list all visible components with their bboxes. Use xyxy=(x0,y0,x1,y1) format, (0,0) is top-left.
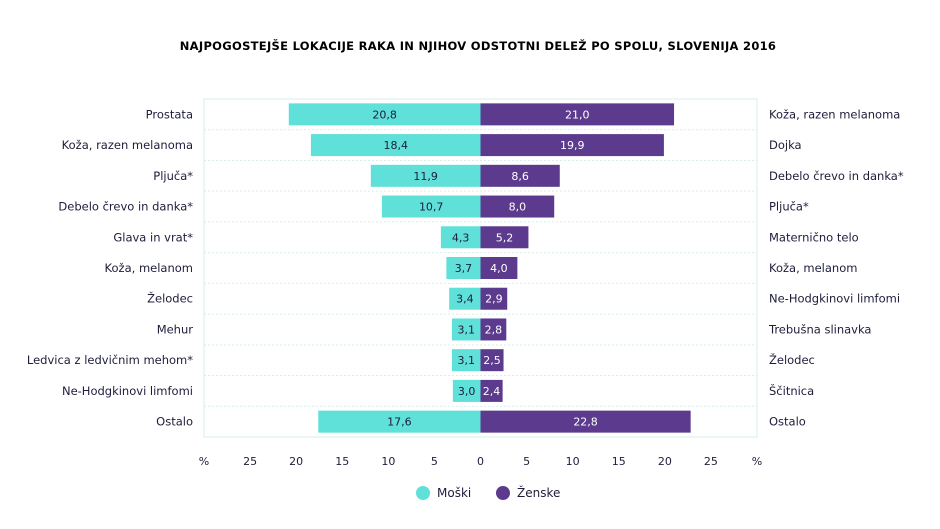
category-label-men: Ostalo xyxy=(156,415,193,429)
data-label-women: 2,8 xyxy=(485,323,503,336)
x-tick-label: 25 xyxy=(243,455,257,468)
bar-women xyxy=(480,410,691,433)
bar-women xyxy=(480,379,503,402)
x-axis-unit-right: % xyxy=(752,455,762,468)
data-label-women: 19,9 xyxy=(560,139,585,152)
chart-title: NAJPOGOSTEJŠE LOKACIJE RAKA IN NJIHOV OD… xyxy=(180,38,777,53)
data-label-women: 22,8 xyxy=(573,416,598,429)
category-label-men: Koža, melanom xyxy=(105,261,193,275)
x-tick-label: 15 xyxy=(612,455,626,468)
category-label-women: Debelo črevo in danka* xyxy=(769,169,904,183)
data-label-women: 21,0 xyxy=(565,108,590,121)
bar-men xyxy=(451,318,481,341)
bar-men xyxy=(446,257,481,279)
bar-men xyxy=(452,379,481,402)
category-label-women: Koža, melanom xyxy=(769,261,857,275)
plot-area: 20,8 21,0 Prostata Koža, razen melanoma 18,4… xyxy=(27,98,904,468)
x-tick-label: 0 xyxy=(477,455,484,468)
category-label-women: Materničnо telo xyxy=(769,230,859,244)
legend-marker xyxy=(496,486,510,500)
data-label-women: 8,0 xyxy=(509,201,527,214)
bar-men xyxy=(451,349,481,372)
bar-men xyxy=(449,287,481,310)
data-label-men: 17,6 xyxy=(387,416,412,429)
legend: Moški Ženske xyxy=(416,485,560,500)
category-label-men: Želodec xyxy=(147,291,193,306)
bar-men xyxy=(440,226,481,249)
plot-frame xyxy=(203,98,758,438)
legend-label: Moški xyxy=(437,486,471,500)
x-tick-label: 5 xyxy=(523,455,530,468)
data-label-men: 3,7 xyxy=(455,262,473,275)
category-label-women: Ostalo xyxy=(769,415,806,429)
x-tick-label: 5 xyxy=(431,455,438,468)
category-label-women: Dojka xyxy=(769,138,802,152)
x-tick-label: 20 xyxy=(289,455,303,468)
legend-label: Ženske xyxy=(517,485,560,500)
category-label-women: Trebušna slinavka xyxy=(768,322,871,336)
bar-women xyxy=(480,195,555,218)
data-label-women: 2,4 xyxy=(483,385,501,398)
bar-women xyxy=(480,318,507,341)
category-label-men: Mehur xyxy=(157,322,194,336)
x-tick-label: 10 xyxy=(381,455,395,468)
data-label-men: 10,7 xyxy=(419,201,444,214)
category-label-men: Pljuča* xyxy=(153,169,193,183)
data-label-men: 4,3 xyxy=(452,231,470,244)
x-tick-label: 15 xyxy=(335,455,349,468)
bar-women xyxy=(480,164,560,187)
x-tick-label: 25 xyxy=(704,455,718,468)
data-label-women: 2,5 xyxy=(483,354,501,367)
bar-women xyxy=(480,257,518,279)
category-label-women: Ne-Hodgkinovi limfomi xyxy=(769,292,900,306)
bar-women xyxy=(480,134,664,157)
category-label-women: Ščitnica xyxy=(769,383,814,398)
data-label-men: 3,1 xyxy=(457,354,475,367)
category-label-women: Želodec xyxy=(769,352,815,367)
category-label-women: Koža, razen melanoma xyxy=(769,107,900,121)
data-label-men: 3,0 xyxy=(458,385,476,398)
bar-men xyxy=(370,164,481,187)
data-label-women: 2,9 xyxy=(485,293,503,306)
category-label-men: Ne-Hodgkinovi limfomi xyxy=(62,384,193,398)
legend-marker xyxy=(416,486,430,500)
data-label-men: 3,4 xyxy=(456,293,474,306)
bar-women xyxy=(480,226,529,249)
data-label-women: 4,0 xyxy=(490,262,508,275)
bar-men xyxy=(310,134,481,157)
data-label-men: 18,4 xyxy=(383,139,408,152)
bar-men xyxy=(381,195,481,218)
bar-men xyxy=(288,103,481,126)
data-label-men: 3,1 xyxy=(457,323,475,336)
data-label-women: 8,6 xyxy=(511,170,529,183)
category-label-men: Debelo črevo in danka* xyxy=(58,200,193,214)
bar-women xyxy=(480,103,675,126)
bar-women xyxy=(480,349,504,372)
x-axis-unit-left: % xyxy=(199,455,209,468)
data-label-men: 11,9 xyxy=(413,170,438,183)
bar-men xyxy=(318,410,481,433)
category-label-men: Ledvica z ledvičnim mehom* xyxy=(27,353,193,367)
x-tick-label: 10 xyxy=(566,455,580,468)
category-label-men: Koža, razen melanoma xyxy=(62,138,193,152)
x-tick-label: 20 xyxy=(658,455,672,468)
category-label-men: Prostata xyxy=(146,107,193,121)
category-label-women: Pljuča* xyxy=(769,200,809,214)
data-label-women: 5,2 xyxy=(496,231,514,244)
bar-women xyxy=(480,287,508,310)
category-label-men: Glava in vrat* xyxy=(113,230,193,244)
data-label-men: 20,8 xyxy=(372,108,397,121)
